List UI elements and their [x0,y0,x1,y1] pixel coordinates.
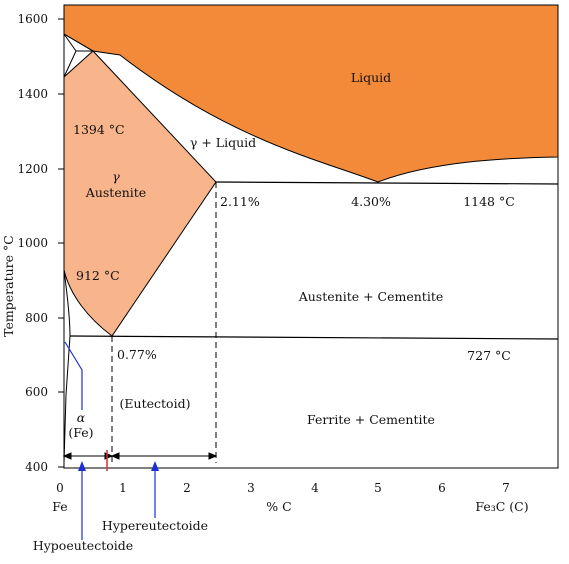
temp-1394-label: 1394 °C [73,122,125,137]
alpha-fe-label: (Fe) [68,425,93,440]
temp-912-label: 912 °C [76,268,120,283]
ferrite-cementite-label: Ferrite + Cementite [307,412,435,427]
plot-frame [63,4,559,469]
carbon-430-label: 4.30% [351,194,391,209]
delta-line-lower [63,33,77,52]
x-left-end-label: Fe [52,499,67,514]
austenite-label: Austenite [85,185,146,200]
liquid-label: Liquid [351,70,391,85]
x-tick-3: 3 [247,481,255,495]
y-tick-1200: 1200 [17,162,48,176]
x-tick-6: 6 [438,481,446,495]
x-tick-7: 7 [502,481,510,495]
y-tick-1600: 1600 [17,12,48,26]
hypereutectoide-arrowhead [151,461,159,471]
alpha-boundary-line [63,335,71,464]
x-tick-1: 1 [119,481,127,495]
gamma-liquid-label: γ + Liquid [190,135,256,150]
x-right-end-label: Fe₃C (C) [475,499,528,514]
temp-727-label: 727 °C [467,348,511,363]
temp-1148-label: 1148 °C [463,194,515,209]
x-tick-4: 4 [311,481,319,495]
delta-line-upper [63,33,94,52]
y-tick-800: 800 [25,311,48,325]
y-tick-1400: 1400 [17,87,48,101]
carbon-077-label: 0.77% [117,347,157,362]
gamma-symbol-label: γ [112,169,120,184]
eutectoid-label: (Eutectoid) [120,396,191,411]
x-axis-label: % C [266,499,291,514]
y-tick-1000: 1000 [17,236,48,250]
delta-line-left [63,50,77,78]
austenite-cementite-label: Austenite + Cementite [298,289,444,304]
hypoeutectoide-label: Hypoeutectoide [33,538,133,553]
hypoeutectoide-arrowhead [78,461,86,471]
range-arrows [62,452,218,460]
alpha-symbol-label: α [77,410,86,425]
eutectoid-line [69,335,559,340]
y-tick-marks [58,18,64,468]
alpha-solvus-line [63,269,71,337]
austenite-region [63,50,217,337]
x-tick-2: 2 [183,481,191,495]
carbon-211-label: 2.11% [220,194,260,209]
x-tick-5: 5 [374,481,382,495]
liquid-region [63,4,559,183]
hypereutectoide-label: Hypereutectoide [102,518,208,533]
y-axis-label: Temperature °C [1,235,16,337]
alpha-pointer-line [64,341,83,410]
y-tick-400: 400 [25,460,48,474]
y-tick-600: 600 [25,385,48,399]
eutectic-line [215,181,559,185]
x-tick-0: 0 [56,481,64,495]
